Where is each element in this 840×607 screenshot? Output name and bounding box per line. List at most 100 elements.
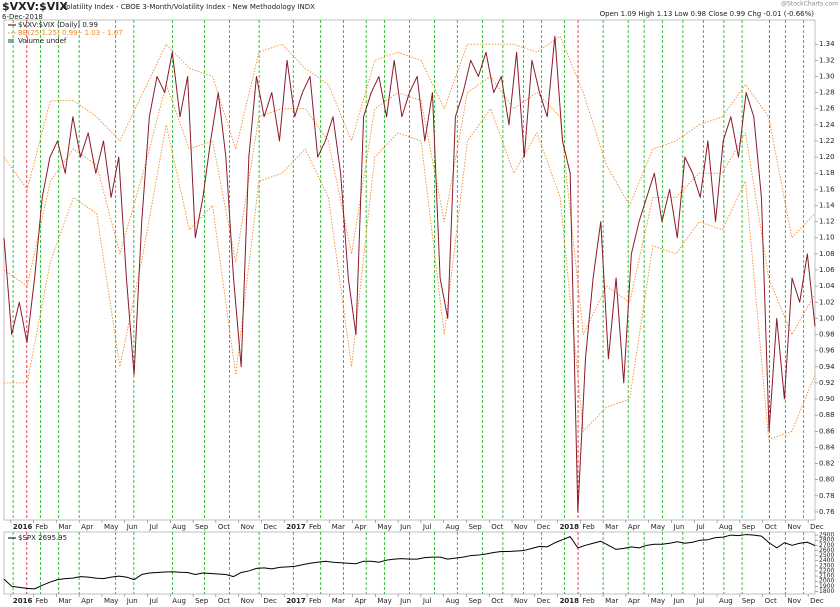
x-tick-label: Dec — [537, 523, 551, 531]
y-tick-label: 1800 — [819, 588, 834, 595]
x-tick-label: Mar — [605, 597, 618, 605]
x-tick-label: May — [651, 597, 665, 605]
y-tick-label: 0.92 — [819, 379, 835, 387]
x-tick-label: 2018 — [560, 523, 580, 531]
y-tick-label: 0.82 — [819, 460, 835, 468]
x-tick-label: Jul — [695, 523, 705, 531]
y-tick-label: 1.32 — [819, 56, 835, 64]
x-tick-label: Nov — [787, 523, 801, 531]
x-tick-label: Apr — [355, 597, 367, 605]
x-tick-label: May — [377, 523, 391, 531]
y-tick-label: 0.80 — [819, 476, 835, 484]
x-tick-label: 2016 — [13, 523, 33, 531]
x-tick-label: Feb — [309, 523, 322, 531]
x-tick-label: Sep — [468, 597, 482, 605]
x-tick-label: Nov — [241, 597, 255, 605]
band-line — [3, 35, 816, 239]
y-tick-label: 2100 — [819, 573, 834, 580]
x-tick-label: Dec — [537, 597, 551, 605]
x-tick-label: Aug — [446, 523, 460, 531]
x-tick-label: Apr — [355, 523, 367, 531]
x-tick-label: Oct — [765, 523, 777, 531]
x-tick-label: Jun — [126, 597, 138, 605]
legend-label: BB(25,1.25) 0.99 - 1.03 - 1.07 — [18, 29, 123, 37]
x-tick-label: Mar — [58, 597, 71, 605]
y-tick-label: 2300 — [819, 562, 834, 569]
x-tick-label: Jul — [149, 597, 159, 605]
x-tick-label: Jun — [126, 523, 138, 531]
x-tick-label: Oct — [218, 523, 230, 531]
x-tick-label: Nov — [787, 597, 801, 605]
x-tick-label: May — [651, 523, 665, 531]
x-tick-label: Aug — [446, 597, 460, 605]
y-tick-label: 2600 — [819, 547, 834, 554]
x-tick-label: Sep — [742, 597, 756, 605]
chart-subtitle: Volatility Index - CBOE 3-Month/Volatili… — [62, 3, 315, 11]
x-tick-label: Jul — [422, 597, 432, 605]
x-tick-label: 2016 — [13, 597, 33, 605]
x-tick-label: May — [104, 597, 118, 605]
quote: Open 1.09 High 1.13 Low 0.98 Close 0.99 … — [600, 10, 815, 18]
x-tick-label: 2017 — [286, 597, 306, 605]
x-tick-label: Nov — [241, 523, 255, 531]
y-tick-label: 1.04 — [819, 282, 835, 290]
x-tick-label: May — [104, 523, 118, 531]
x-tick-label: Feb — [582, 523, 595, 531]
x-tick-label: Mar — [332, 523, 345, 531]
y-tick-label: 1.18 — [819, 169, 835, 177]
x-tick-label: Dec — [810, 523, 824, 531]
series-line — [3, 35, 816, 513]
x-tick-label: Feb — [582, 597, 595, 605]
y-tick-label: 2500 — [819, 552, 834, 559]
x-tick-label: Mar — [58, 523, 71, 531]
x-tick-label: Feb — [309, 597, 322, 605]
y-tick-label: 2800 — [819, 537, 834, 544]
y-tick-label: 1.02 — [819, 298, 835, 306]
x-tick-label: Aug — [172, 597, 186, 605]
x-tick-label: Aug — [172, 523, 186, 531]
chart-date: 6-Dec-2018 — [2, 13, 43, 21]
y-tick-label: 1.06 — [819, 266, 835, 274]
band-line — [4, 108, 816, 440]
y-tick-label: 1.28 — [819, 89, 835, 97]
legend-label: $VXV:$VIX (Daily) 0.99 — [18, 21, 98, 29]
x-tick-label: Oct — [491, 597, 503, 605]
x-tick-label: Dec — [810, 597, 824, 605]
y-tick-label: 0.94 — [819, 363, 835, 371]
x-tick-label: Jul — [149, 523, 159, 531]
y-tick-label: 2900 — [819, 532, 834, 539]
x-tick-label: Oct — [491, 523, 503, 531]
legend-swatch — [8, 39, 14, 43]
x-tick-label: Sep — [742, 523, 756, 531]
y-tick-label: 2200 — [819, 567, 834, 574]
y-tick-label: 1.00 — [819, 314, 835, 322]
y-tick-label: 0.88 — [819, 411, 835, 419]
y-tick-label: 1.10 — [819, 234, 835, 242]
x-tick-label: May — [377, 597, 391, 605]
x-tick-label: Mar — [332, 597, 345, 605]
legend-label: $SPX 2695.95 — [18, 534, 67, 542]
x-tick-label: Sep — [468, 523, 482, 531]
x-tick-label: Jun — [672, 597, 684, 605]
y-tick-label: 0.78 — [819, 492, 835, 500]
x-tick-label: Aug — [719, 523, 733, 531]
y-tick-label: 1.24 — [819, 121, 835, 129]
x-tick-label: Oct — [218, 597, 230, 605]
band-line — [3, 76, 816, 335]
x-tick-label: Feb — [36, 597, 49, 605]
y-tick-label: 0.98 — [819, 331, 835, 339]
x-tick-label: Oct — [765, 597, 777, 605]
y-tick-label: 0.84 — [819, 443, 835, 451]
x-tick-label: Nov — [514, 597, 528, 605]
x-tick-label: Apr — [628, 523, 640, 531]
y-tick-label: 1.16 — [819, 185, 835, 193]
y-tick-label: 0.90 — [819, 395, 835, 403]
y-tick-label: 1.12 — [819, 218, 835, 226]
y-tick-label: 1.34 — [819, 40, 835, 48]
x-tick-label: Apr — [628, 597, 640, 605]
y-tick-label: 1.14 — [819, 201, 835, 209]
x-tick-label: Dec — [263, 523, 277, 531]
y-tick-label: 1.22 — [819, 137, 835, 145]
x-tick-label: Aug — [719, 597, 733, 605]
